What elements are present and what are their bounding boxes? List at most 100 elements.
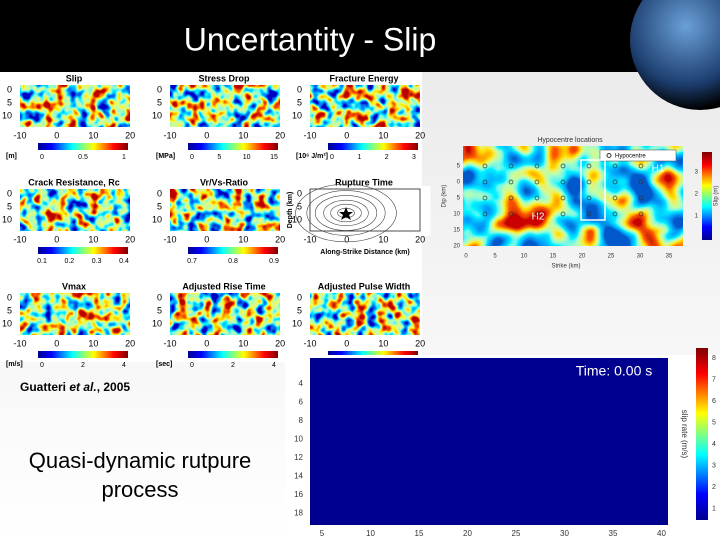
x-tick-label: 5 <box>320 529 325 538</box>
citation-year: , 2005 <box>97 380 131 394</box>
heatmap <box>170 189 280 231</box>
hypocentre-label: H1 <box>652 164 665 175</box>
hypocentre-marker <box>534 211 540 217</box>
y-tick-label: 10 <box>152 214 162 224</box>
hypocentre-marker <box>508 163 514 169</box>
y-axis-label: Dip (km) <box>442 185 448 208</box>
caption-line: process <box>101 477 178 502</box>
colorbar-tick-label: 5 <box>712 419 716 426</box>
y-tick-label: 0 <box>7 84 12 94</box>
x-tick-label: 10 <box>238 234 248 244</box>
citation-etal: et al. <box>69 380 96 394</box>
hypocentre-marker <box>612 211 618 217</box>
x-tick-label: 20 <box>125 130 135 140</box>
x-tick-label: 30 <box>637 254 644 260</box>
colorbar-unit: [sec] <box>156 361 172 368</box>
caption-line: Quasi-dynamic rutpure <box>29 448 252 473</box>
panel-title: Vr/Vs-Ratio <box>200 177 249 187</box>
x-tick-label: 20 <box>463 529 472 538</box>
x-tick-label: 0 <box>344 338 349 348</box>
colorbar-tick-label: 2 <box>81 362 85 369</box>
hypocentre-marker <box>612 163 618 169</box>
hypocentre-label: H2 <box>532 212 545 223</box>
hypocentre-marker <box>638 195 644 201</box>
panel-title: Crack Resistance, Rc <box>28 177 120 187</box>
colorbar-tick-label: 1 <box>695 214 699 220</box>
y-tick-label: 10 <box>292 110 302 120</box>
colorbar-tick-label: 4 <box>272 362 276 369</box>
colorbar <box>188 351 278 358</box>
heatmap <box>20 293 130 335</box>
contour <box>323 199 369 227</box>
colorbar <box>188 143 278 150</box>
y-tick-label: 6 <box>299 398 304 407</box>
colorbar <box>328 351 418 358</box>
hypocentre-marker <box>482 195 488 201</box>
y-tick-label: 14 <box>294 472 303 481</box>
colorbar-tick-label: 0 <box>190 362 194 369</box>
x-tick-label: -10 <box>303 130 316 140</box>
time-label: Time: 0.00 s <box>576 363 653 379</box>
x-tick-label: 25 <box>512 529 521 538</box>
y-tick-label: 0 <box>7 292 12 302</box>
hypocentre-marker <box>638 179 644 185</box>
colorbar-unit: [m] <box>6 153 17 160</box>
y-tick-label: 5 <box>457 164 461 170</box>
hypocentre-marker <box>586 163 592 169</box>
colorbar-unit: [MPa] <box>156 153 175 160</box>
hypocentre-marker <box>482 179 488 185</box>
x-tick-label: 10 <box>88 338 98 348</box>
colorbar-tick-label: 6 <box>712 398 716 405</box>
colorbar-tick-label: 1 <box>122 154 126 161</box>
contour-frame <box>309 188 421 232</box>
globe <box>630 0 720 110</box>
colorbar-tick-label: 3 <box>712 462 716 469</box>
x-tick-label: 10 <box>378 234 388 244</box>
heatmap <box>170 293 280 335</box>
heatmap <box>170 85 280 127</box>
colorbar-tick-label: 0.7 <box>187 258 197 265</box>
x-tick-label: -10 <box>13 130 26 140</box>
colorbar-label: slip rate (m/s) <box>680 410 689 459</box>
colorbar <box>328 143 418 150</box>
hypocentre-marker <box>586 179 592 185</box>
y-tick-label: 0 <box>297 188 302 198</box>
contour <box>314 195 378 231</box>
x-axis-label: Along-Strike Distance (km) <box>320 249 409 256</box>
x-tick-label: 15 <box>550 254 557 260</box>
colorbar-tick-label: 0.9 <box>269 258 279 265</box>
hypocentre-marker <box>482 211 488 217</box>
x-tick-label: -10 <box>163 338 176 348</box>
y-tick-label: 10 <box>294 435 303 444</box>
x-tick-label: 20 <box>275 130 285 140</box>
x-tick-label: -10 <box>163 130 176 140</box>
y-tick-label: 0 <box>457 180 461 186</box>
colorbar-tick-label: 2 <box>231 362 235 369</box>
colorbar-tick-label: 0.8 <box>228 258 238 265</box>
colorbar-tick-label: 7 <box>712 376 716 383</box>
colorbar-tick-label: 3 <box>695 170 699 176</box>
hypocentre-marker <box>612 179 618 185</box>
panel-title: Vmax <box>62 281 86 291</box>
hypocentre-marker <box>482 163 488 169</box>
x-tick-label: 10 <box>238 130 248 140</box>
x-tick-label: 0 <box>204 234 209 244</box>
y-tick-label: 20 <box>453 244 460 250</box>
colorbar-tick-label: 0.3 <box>92 258 102 265</box>
x-tick-label: 0 <box>204 338 209 348</box>
colorbar <box>702 152 712 240</box>
y-tick-label: 10 <box>2 110 12 120</box>
hypocentre-marker <box>508 211 514 217</box>
y-tick-label: 5 <box>157 305 162 315</box>
highlight-box <box>580 159 606 221</box>
x-tick-label: 20 <box>415 130 425 140</box>
heatmap <box>20 189 130 231</box>
x-tick-label: 20 <box>275 338 285 348</box>
x-tick-label: 10 <box>238 338 248 348</box>
x-tick-label: 35 <box>609 529 618 538</box>
colorbar-tick-label: 0.1 <box>37 258 47 265</box>
y-tick-label: 0 <box>157 84 162 94</box>
y-tick-label: 5 <box>297 305 302 315</box>
y-tick-label: 5 <box>7 97 12 107</box>
